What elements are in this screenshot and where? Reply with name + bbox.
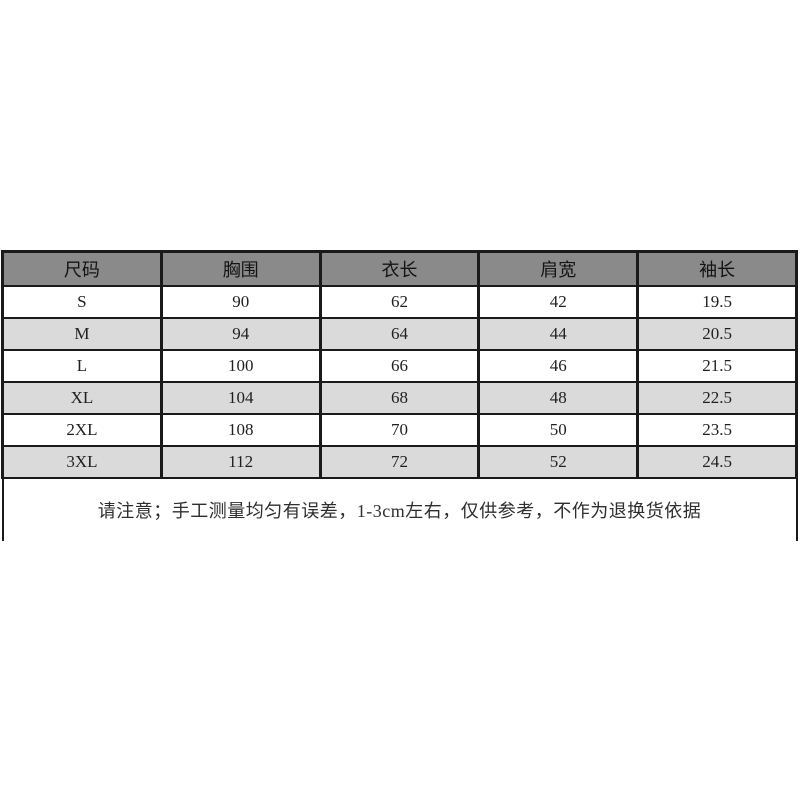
cell-sleeve: 24.5: [636, 445, 798, 479]
cell-chest: 104: [159, 381, 322, 415]
cell-shoulder: 48: [477, 381, 640, 415]
table-row-2xl: 2XL 108 70 50 23.5: [1, 413, 798, 447]
cell-chest: 94: [159, 317, 322, 351]
header-size: 尺码: [1, 250, 163, 287]
cell-sleeve: 19.5: [636, 285, 798, 319]
header-row: 尺码 胸围 衣长 肩宽 袖长: [1, 250, 798, 287]
cell-shoulder: 42: [477, 285, 640, 319]
cell-chest: 100: [159, 349, 322, 383]
cell-size: S: [1, 285, 163, 319]
cell-size: 3XL: [1, 445, 163, 479]
cell-chest: 108: [159, 413, 322, 447]
measurement-note: 请注意；手工测量均匀有误差，1-3cm左右，仅供参考，不作为退换货依据: [2, 478, 797, 541]
cell-chest: 90: [159, 285, 322, 319]
header-length: 衣长: [318, 250, 481, 287]
table-row-l: L 100 66 46 21.5: [1, 349, 798, 383]
header-shoulder: 肩宽: [477, 250, 640, 287]
cell-length: 72: [318, 445, 481, 479]
header-chest: 胸围: [159, 250, 322, 287]
cell-size: L: [1, 349, 163, 383]
table-row-m: M 94 64 44 20.5: [1, 317, 798, 351]
cell-sleeve: 23.5: [636, 413, 798, 447]
cell-length: 62: [318, 285, 481, 319]
cell-sleeve: 22.5: [636, 381, 798, 415]
cell-length: 64: [318, 317, 481, 351]
cell-length: 70: [318, 413, 481, 447]
cell-chest: 112: [159, 445, 322, 479]
cell-shoulder: 46: [477, 349, 640, 383]
table-row-3xl: 3XL 112 72 52 24.5: [1, 445, 798, 479]
table-row-s: S 90 62 42 19.5: [1, 285, 798, 319]
cell-shoulder: 50: [477, 413, 640, 447]
cell-size: 2XL: [1, 413, 163, 447]
note-row: 请注意；手工测量均匀有误差，1-3cm左右，仅供参考，不作为退换货依据: [2, 478, 797, 541]
header-sleeve: 袖长: [636, 250, 798, 287]
cell-size: XL: [1, 381, 163, 415]
table-header: 尺码 胸围 衣长 肩宽 袖长: [1, 250, 798, 287]
cell-shoulder: 44: [477, 317, 640, 351]
cell-length: 66: [318, 349, 481, 383]
cell-sleeve: 20.5: [636, 317, 798, 351]
table-row-xl: XL 104 68 48 22.5: [1, 381, 798, 415]
cell-sleeve: 21.5: [636, 349, 798, 383]
cell-shoulder: 52: [477, 445, 640, 479]
size-chart-table: 尺码 胸围 衣长 肩宽 袖长 S 90 62 42 19.5 M 94 64 4…: [1, 250, 798, 541]
table-body: S 90 62 42 19.5 M 94 64 44 20.5 L 100 66…: [1, 285, 798, 541]
cell-size: M: [1, 317, 163, 351]
cell-length: 68: [318, 381, 481, 415]
